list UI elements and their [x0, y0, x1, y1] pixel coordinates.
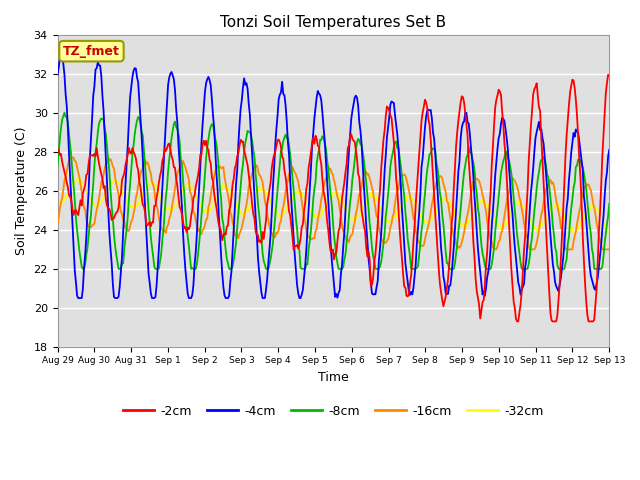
Text: TZ_fmet: TZ_fmet	[63, 45, 120, 58]
Title: Tonzi Soil Temperatures Set B: Tonzi Soil Temperatures Set B	[220, 15, 447, 30]
X-axis label: Time: Time	[318, 371, 349, 384]
Y-axis label: Soil Temperature (C): Soil Temperature (C)	[15, 127, 28, 255]
Legend: -2cm, -4cm, -8cm, -16cm, -32cm: -2cm, -4cm, -8cm, -16cm, -32cm	[118, 400, 549, 423]
